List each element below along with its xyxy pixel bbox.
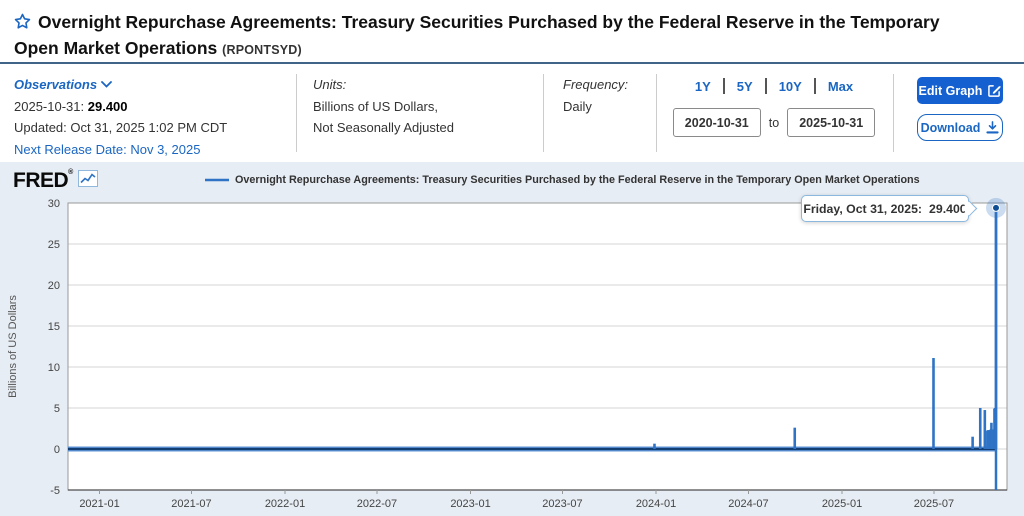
y-tick-label: 20: [48, 280, 60, 292]
preset-5y[interactable]: 5Y: [736, 78, 753, 94]
divider: [543, 74, 544, 152]
series-header: Overnight Repurchase Agreements: Treasur…: [14, 10, 989, 62]
x-tick-label: 2024-07: [728, 498, 768, 510]
series-id: (RPONTSYD): [222, 43, 302, 57]
chevron-down-icon: [101, 81, 112, 88]
chart-svg[interactable]: 30 25 20 15 10 5 0 -5 2021-01 2021-07 2022-01 2022-…: [0, 162, 1024, 516]
updated-text: Updated: Oct 31, 2025 1:02 PM CDT: [14, 120, 228, 135]
meta-row: Observations 2025-10-31: 29.400 Updated:…: [0, 64, 1024, 162]
date-range-block: 1Y 5Y 10Y Max to: [664, 78, 884, 137]
edit-icon: [988, 85, 1001, 97]
favorite-star-icon[interactable]: [14, 12, 31, 36]
y-tick-label: 5: [54, 403, 60, 415]
units-line1: Billions of US Dollars,: [313, 98, 438, 114]
units-block: Units: Billions of US Dollars, Not Seaso…: [313, 74, 454, 139]
x-tick-label: 2023-01: [450, 498, 490, 510]
obs-date: 2025-10-31:: [14, 98, 85, 114]
frequency-value: Daily: [563, 98, 592, 114]
tooltip-value: 29.400: [929, 201, 967, 216]
divider: [722, 78, 725, 94]
y-tick-label: -5: [50, 485, 60, 497]
header-divider: [0, 62, 1024, 64]
y-tick-label: 15: [48, 321, 60, 333]
divider: [813, 78, 816, 94]
end-date-input[interactable]: [787, 108, 876, 137]
registered-mark: ®: [68, 169, 73, 176]
preset-1y[interactable]: 1Y: [694, 78, 711, 94]
download-button[interactable]: Download: [917, 114, 1003, 141]
page-title: Overnight Repurchase Agreements: Treasur…: [14, 10, 989, 62]
download-icon: [986, 121, 999, 134]
actions-block: Edit Graph Download: [917, 77, 1009, 141]
divider: [893, 74, 894, 152]
fred-chart-icon: [77, 170, 98, 192]
divider: [656, 74, 657, 152]
x-tick-label: 2021-01: [79, 498, 119, 510]
x-tick-label: 2025-07: [914, 498, 954, 510]
chart-area: 30 25 20 15 10 5 0 -5 2021-01 2021-07 2022-01 2022-…: [0, 162, 1024, 516]
chart-tooltip: Friday, Oct 31, 2025: 29.400: [801, 195, 977, 222]
y-axis-title: Billions of US Dollars: [7, 295, 19, 398]
range-presets: 1Y 5Y 10Y Max: [664, 78, 884, 94]
legend-label: Overnight Repurchase Agreements: Treasur…: [235, 174, 920, 186]
date-row: to: [664, 108, 884, 137]
edit-graph-button[interactable]: Edit Graph: [917, 77, 1003, 104]
obs-value: 29.400: [87, 98, 128, 114]
y-tick-label: 30: [48, 198, 60, 210]
x-tick-label: 2025-01: [822, 498, 862, 510]
start-date-input[interactable]: [672, 108, 761, 137]
x-tick-label: 2024-01: [636, 498, 676, 510]
preset-max[interactable]: Max: [827, 78, 854, 94]
x-tick-label: 2021-07: [171, 498, 211, 510]
frequency-label: Frequency:: [563, 77, 629, 92]
divider: [296, 74, 297, 152]
point-marker[interactable]: [992, 203, 1000, 212]
y-tick-label: 0: [54, 444, 60, 456]
to-label: to: [768, 115, 780, 130]
x-tick-label: 2022-07: [357, 498, 397, 510]
plot-background: [68, 203, 1007, 490]
divider: [764, 78, 767, 94]
latest-observation: 2025-10-31: 29.400: [14, 96, 227, 118]
y-tick-label: 25: [48, 239, 60, 251]
observations-dropdown[interactable]: Observations: [14, 77, 112, 92]
series-title: Overnight Repurchase Agreements: Treasur…: [14, 12, 940, 58]
preset-10y[interactable]: 10Y: [778, 78, 802, 94]
frequency-block: Frequency: Daily: [563, 74, 628, 117]
fred-logo[interactable]: FRED®: [13, 169, 73, 192]
units-line2: Not Seasonally Adjusted: [313, 120, 454, 135]
observations-block: Observations 2025-10-31: 29.400 Updated:…: [14, 74, 227, 160]
next-release-link[interactable]: Next Release Date: Nov 3, 2025: [14, 141, 201, 157]
y-tick-label: 10: [48, 362, 60, 374]
chart-header: FRED®: [13, 169, 98, 193]
units-label: Units:: [313, 77, 347, 92]
x-tick-label: 2022-01: [265, 498, 305, 510]
legend-line-icon: [205, 178, 229, 182]
chart-legend: Overnight Repurchase Agreements: Treasur…: [205, 174, 1015, 186]
tooltip-date: Friday, Oct 31, 2025:: [803, 201, 923, 216]
x-tick-label: 2023-07: [542, 498, 582, 510]
